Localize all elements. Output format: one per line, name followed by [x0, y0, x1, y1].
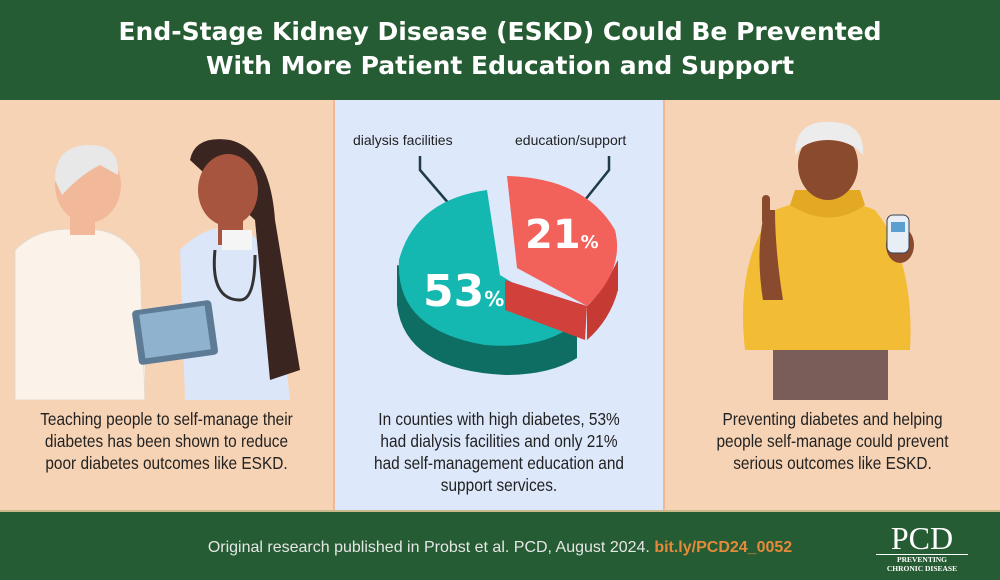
footer: Original research published in Probst et…: [0, 510, 1000, 580]
citation-text: Original research published in Probst et…: [207, 539, 650, 556]
slice-education-side: [587, 260, 618, 340]
article-link[interactable]: bit.ly/PCD24_0052: [654, 539, 793, 556]
label-dialysis-facilities: dialysis facilities: [353, 132, 453, 148]
panel-education-illustration: Teaching people to self-manage their dia…: [0, 100, 333, 510]
patient-doctor-illustration: [14, 139, 300, 400]
leader-line-education: [584, 156, 611, 201]
slice-education: [507, 176, 618, 306]
page-title: End-Stage Kidney Disease (ESKD) Could Be…: [0, 0, 1000, 100]
panel-woman-illustration: Preventing diabetes and helping people s…: [665, 100, 1000, 510]
caption-center: In counties with high diabetes, 53% had …: [373, 409, 625, 495]
pie-chart: [397, 156, 618, 375]
value-dialysis: 53%: [423, 266, 505, 317]
caption-right: Preventing diabetes and helping people s…: [716, 409, 949, 473]
woman-glucose-meter-illustration: [743, 121, 914, 400]
value-education: 21%: [525, 212, 599, 258]
pcd-logo: PCD PREVENTING CHRONIC DISEASE: [876, 522, 968, 573]
panel-pie-chart: dialysis facilities education/support 53…: [333, 100, 665, 510]
leader-line-dialysis: [418, 156, 451, 206]
caption-left: Teaching people to self-manage their dia…: [40, 409, 293, 473]
label-education-support: education/support: [515, 132, 627, 148]
